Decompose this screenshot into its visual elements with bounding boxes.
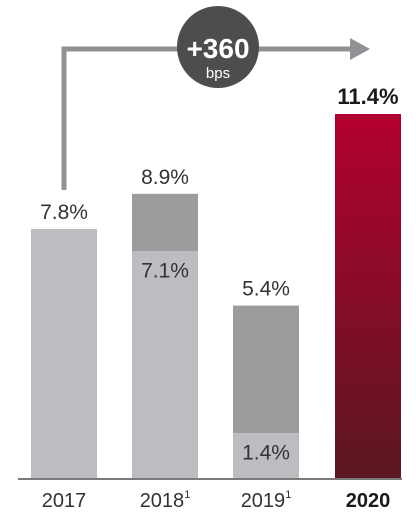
footnote-marker: 1 xyxy=(184,489,190,501)
category-label-2019: 20191 xyxy=(241,489,292,512)
data-label-total-2017: 7.8% xyxy=(40,201,88,224)
arrow-head xyxy=(350,38,370,60)
data-label-total-2019: 5.4% xyxy=(242,278,290,301)
badge-circle xyxy=(177,6,259,88)
bar-base-2018 xyxy=(132,251,198,478)
data-label-base-2019: 1.4% xyxy=(242,441,290,464)
data-label-total-2020: 11.4% xyxy=(337,84,398,109)
bar-increment-2018 xyxy=(132,193,198,252)
category-label-2018: 20181 xyxy=(140,489,191,512)
bps-badge: +360 bps xyxy=(177,6,259,88)
bar-2020 xyxy=(335,114,401,478)
category-label-2017: 2017 xyxy=(42,490,87,512)
category-label-2020: 2020 xyxy=(346,490,391,512)
badge-value: +360 xyxy=(186,33,249,64)
badge-unit: bps xyxy=(206,65,230,82)
labels-group: 7.8% 2017 8.9% 7.1% 20181 5.4% 1.4% 20191 11.4% 2… xyxy=(40,84,399,512)
bar-increment-2019 xyxy=(233,305,299,434)
bars-group xyxy=(31,114,401,478)
bar-base-2017 xyxy=(31,228,97,478)
bar-base-2019 xyxy=(233,433,299,478)
footnote-marker: 1 xyxy=(285,489,291,501)
data-label-total-2018: 8.9% xyxy=(141,166,189,189)
data-label-base-2018: 7.1% xyxy=(141,259,189,282)
